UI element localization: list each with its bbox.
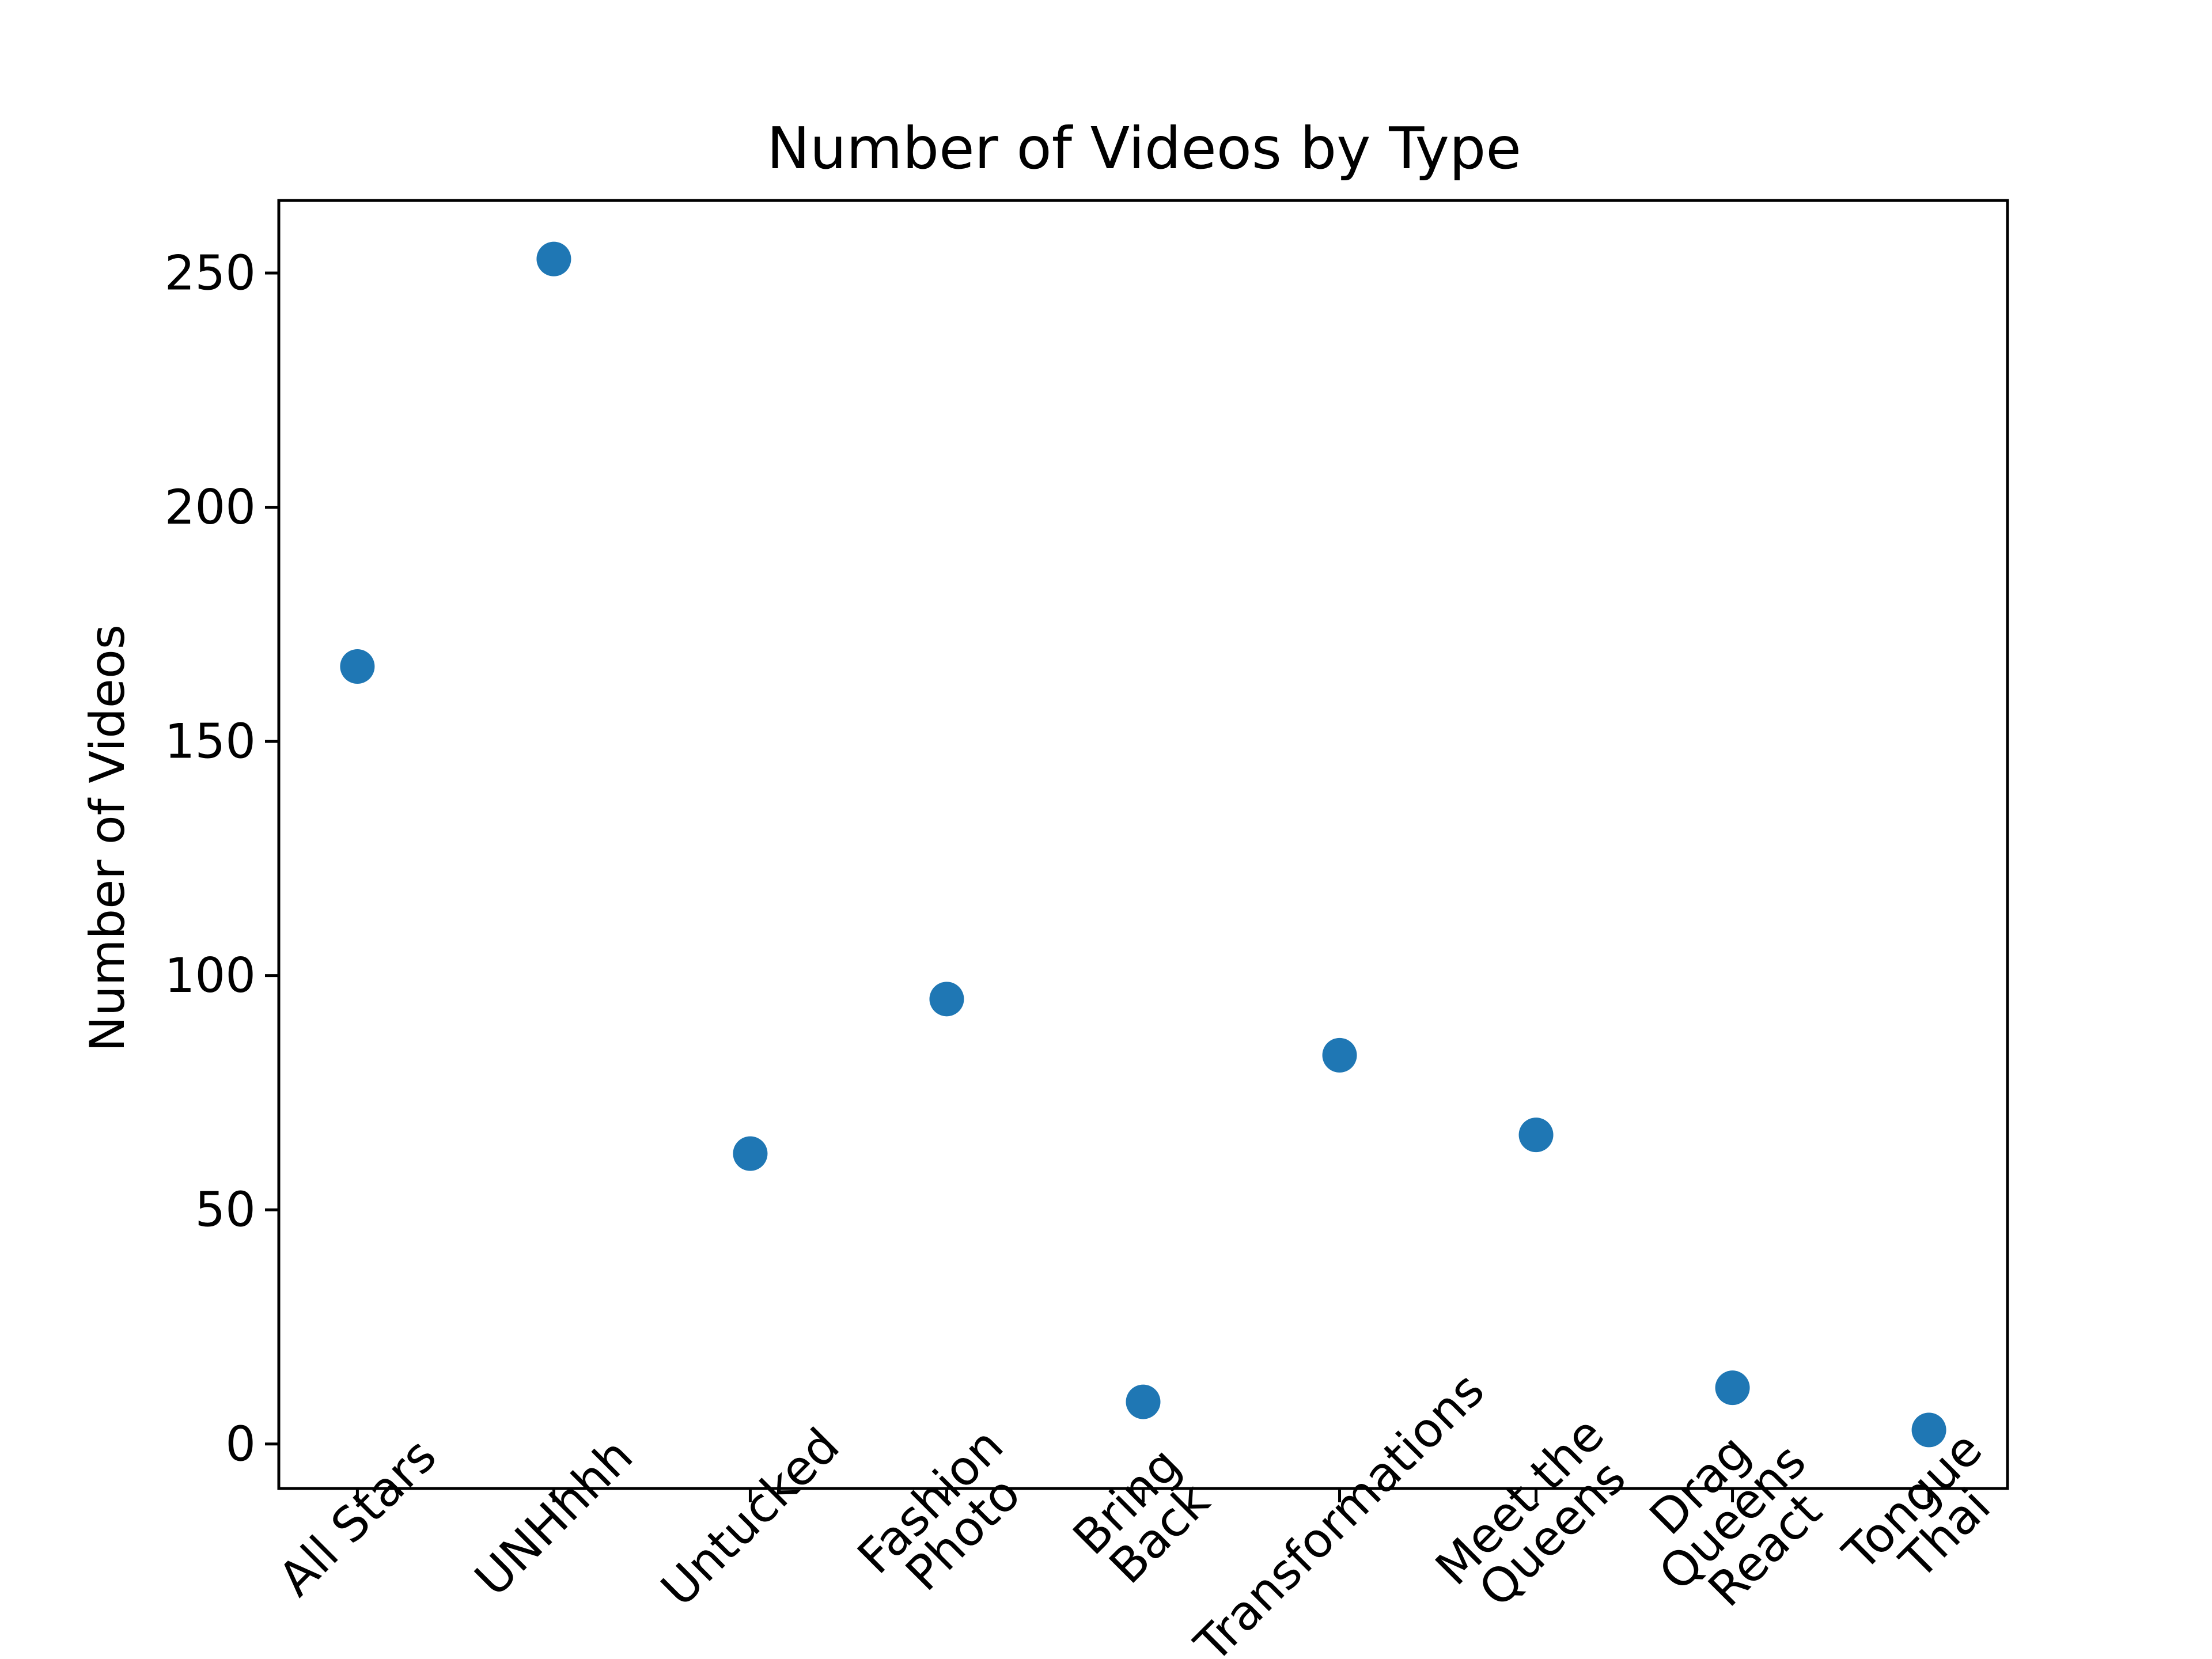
y-tick-label: 150 bbox=[165, 714, 256, 770]
data-point bbox=[1518, 1118, 1554, 1153]
chart-title: Number of Videos by Type bbox=[767, 115, 1521, 182]
plot-frame bbox=[277, 199, 2009, 1490]
data-points bbox=[340, 241, 1946, 1448]
y-tick-label: 200 bbox=[165, 479, 256, 535]
data-point bbox=[1911, 1412, 1946, 1448]
y-tick-label: 250 bbox=[165, 245, 256, 301]
data-point bbox=[733, 1136, 768, 1171]
y-tick-label: 100 bbox=[165, 948, 256, 1003]
y-tick-label: 0 bbox=[225, 1416, 256, 1472]
data-point bbox=[1126, 1384, 1161, 1419]
y-axis-label: Number of Videos bbox=[79, 624, 135, 1052]
y-axis-ticks: 0 50 100 150 200 250 bbox=[165, 245, 279, 1472]
data-point bbox=[1322, 1037, 1357, 1073]
y-tick-label: 50 bbox=[195, 1182, 256, 1238]
data-point bbox=[340, 649, 375, 684]
data-point bbox=[536, 241, 571, 276]
data-point bbox=[929, 982, 964, 1017]
data-point bbox=[1715, 1370, 1750, 1406]
